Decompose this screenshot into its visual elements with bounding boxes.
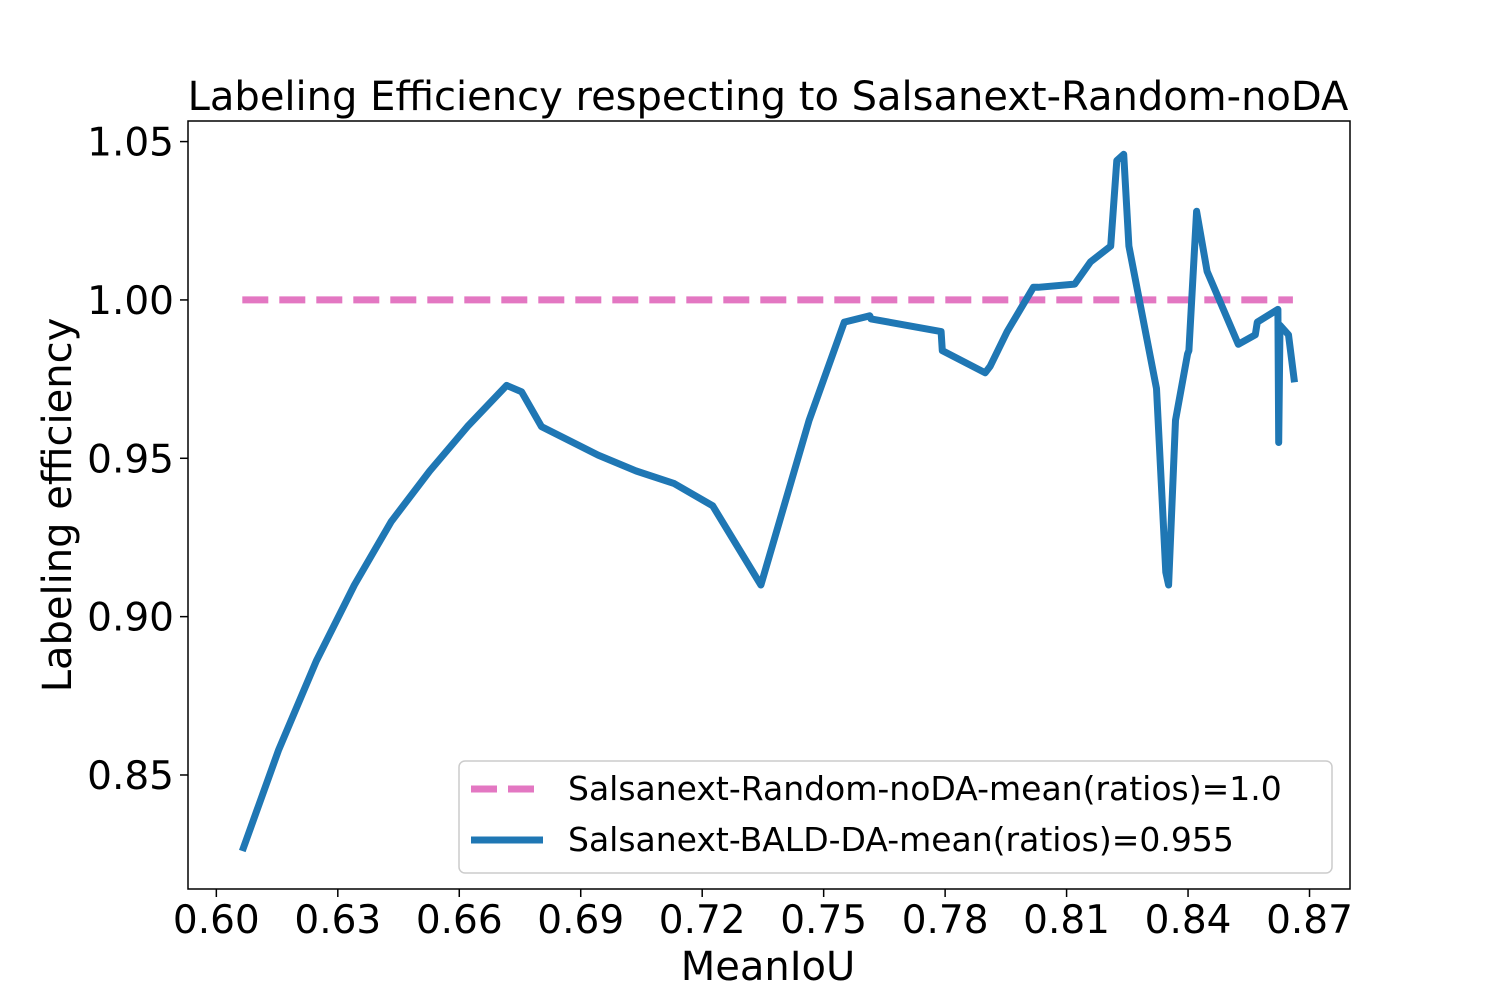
- x-axis-label: MeanIoU: [681, 944, 856, 990]
- x-tick-label: 0.84: [1145, 898, 1232, 943]
- x-tick-label: 0.75: [780, 898, 867, 943]
- legend: Salsanext-Random-noDA-mean(ratios)=1.0 S…: [458, 760, 1333, 874]
- series-line-bald-da: [239, 150, 1298, 853]
- y-axis-label: Labeling efficiency: [35, 318, 81, 693]
- y-tick-label: 0.95: [87, 437, 174, 482]
- y-tick-label: 1.05: [87, 121, 174, 166]
- y-axis: 0.85 0.90 0.95 1.00 1.05: [87, 121, 188, 799]
- chart-title: Labeling Efficiency respecting to Salsan…: [188, 74, 1349, 120]
- x-tick-label: 0.69: [537, 898, 624, 943]
- x-tick-label: 0.81: [1023, 898, 1110, 943]
- x-tick-label: 0.60: [173, 898, 260, 943]
- x-tick-label: 0.63: [294, 898, 381, 943]
- plot-area: [239, 150, 1298, 853]
- legend-label-bald: Salsanext-BALD-DA-mean(ratios)=0.955: [568, 820, 1234, 859]
- x-axis: 0.60 0.63 0.66 0.69 0.72 0.75 0.78 0.81 0.84 0.87: [173, 889, 1353, 943]
- legend-label-random: Salsanext-Random-noDA-mean(ratios)=1.0: [568, 769, 1282, 808]
- y-tick-label: 0.85: [87, 754, 174, 799]
- x-tick-label: 0.66: [416, 898, 503, 943]
- x-tick-label: 0.87: [1266, 898, 1353, 943]
- legend-box: [458, 760, 1333, 874]
- axes-frame: [187, 120, 1351, 890]
- y-tick-label: 0.90: [87, 596, 174, 641]
- x-tick-label: 0.78: [902, 898, 989, 943]
- y-tick-label: 1.00: [87, 279, 174, 324]
- x-tick-label: 0.72: [659, 898, 746, 943]
